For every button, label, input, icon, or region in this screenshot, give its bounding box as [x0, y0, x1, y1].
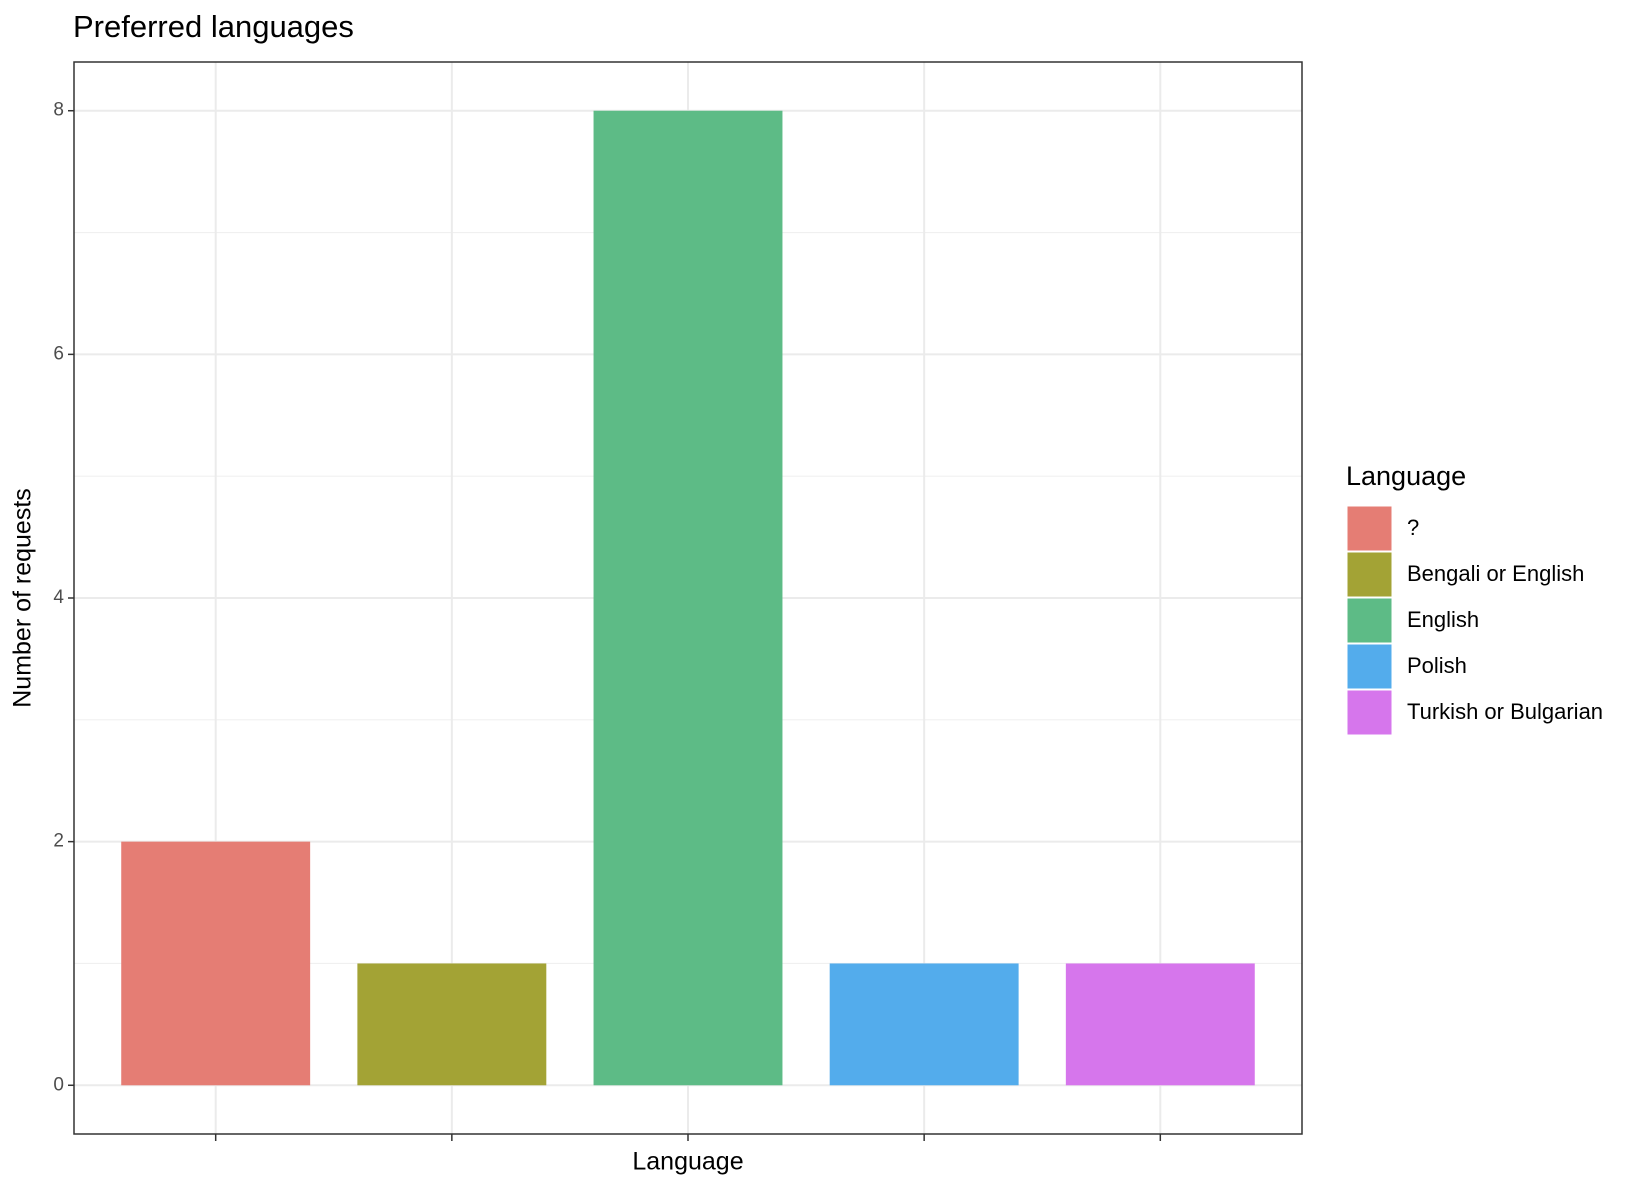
- y-axis-title: Number of requests: [9, 488, 37, 708]
- legend-key: [1346, 689, 1393, 736]
- bar: [357, 963, 547, 1086]
- legend-key: [1346, 505, 1393, 552]
- legend-key: [1346, 551, 1393, 598]
- legend-label: Turkish or Bulgarian: [1407, 699, 1603, 724]
- x-axis-title: Language: [632, 1148, 743, 1176]
- bar: [121, 841, 311, 1086]
- legend-label: Bengali or English: [1407, 561, 1584, 586]
- chart-title: Preferred languages: [73, 9, 354, 44]
- y-tick-label: 4: [53, 587, 64, 608]
- bar: [593, 110, 783, 1086]
- legend-key: [1346, 597, 1393, 644]
- y-tick-label: 8: [53, 100, 64, 121]
- plot-border: [73, 61, 1303, 1135]
- y-tick-label: 0: [53, 1074, 64, 1095]
- legend-label: English: [1407, 607, 1479, 632]
- legend-title: Language: [1346, 461, 1466, 491]
- y-tick-label: 2: [53, 831, 64, 852]
- bar: [829, 963, 1019, 1086]
- legend-label: Polish: [1407, 653, 1467, 678]
- legend-label: ?: [1407, 515, 1419, 540]
- bar: [1065, 963, 1255, 1086]
- y-tick-label: 6: [53, 343, 64, 364]
- legend-key: [1346, 643, 1393, 690]
